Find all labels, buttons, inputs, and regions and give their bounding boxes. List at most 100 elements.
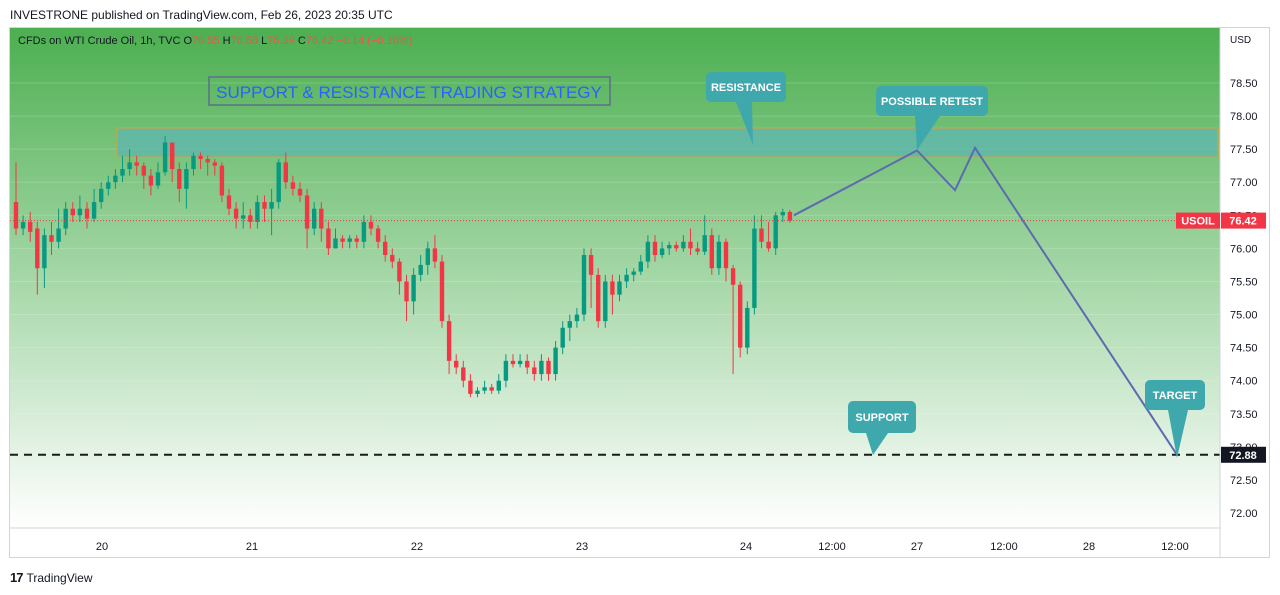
chart-frame[interactable]	[9, 27, 1270, 558]
candle-body[interactable]	[375, 228, 381, 242]
candle-body[interactable]	[212, 162, 217, 166]
candle-body[interactable]	[695, 248, 700, 252]
candle-body[interactable]	[326, 228, 331, 249]
candle-body[interactable]	[738, 284, 743, 348]
candle-body[interactable]	[347, 238, 352, 242]
candle-body[interactable]	[709, 235, 714, 269]
candle-body[interactable]	[148, 175, 154, 186]
candle-body[interactable]	[624, 274, 629, 282]
candle-body[interactable]	[730, 268, 736, 285]
candle-body[interactable]	[610, 281, 615, 295]
candle-body[interactable]	[766, 241, 771, 249]
candle-body[interactable]	[432, 248, 438, 262]
candle-body[interactable]	[510, 360, 516, 365]
candle-body[interactable]	[716, 241, 722, 269]
candle-body[interactable]	[248, 215, 253, 222]
candle-body[interactable]	[177, 168, 182, 189]
candle-body[interactable]	[525, 360, 530, 368]
candle-body[interactable]	[667, 245, 672, 249]
candle-body[interactable]	[333, 238, 338, 249]
candle-body[interactable]	[155, 172, 161, 186]
candle-body[interactable]	[283, 162, 288, 183]
candle-body[interactable]	[532, 367, 537, 375]
candle-body[interactable]	[404, 281, 409, 302]
candle-body[interactable]	[489, 387, 494, 391]
candle-body[interactable]	[638, 261, 643, 272]
candle-body[interactable]	[596, 274, 601, 322]
candle-body[interactable]	[425, 248, 430, 265]
support-callout-box[interactable]	[848, 401, 916, 433]
candle-body[interactable]	[603, 281, 608, 322]
candle-body[interactable]	[63, 208, 68, 229]
candle-body[interactable]	[645, 241, 651, 262]
candle-body[interactable]	[745, 307, 750, 348]
candle-body[interactable]	[780, 211, 785, 216]
candle-body[interactable]	[198, 155, 203, 160]
candle-body[interactable]	[219, 165, 225, 196]
candle-body[interactable]	[361, 221, 367, 242]
candle-body[interactable]	[461, 367, 466, 381]
candle-body[interactable]	[120, 168, 125, 176]
candle-body[interactable]	[233, 208, 239, 219]
candle-body[interactable]	[475, 390, 480, 394]
time-axis[interactable]: 20 21 22 23 24 12:00 27 12:00 28 12:00	[10, 527, 1220, 553]
candle-body[interactable]	[269, 202, 274, 209]
candle-body[interactable]	[162, 142, 168, 173]
symbol-info[interactable]: CFDs on WTI Crude Oil, 1h, TVC O76.55 H7…	[18, 35, 412, 47]
candle-body[interactable]	[99, 188, 104, 203]
candle-body[interactable]	[681, 241, 686, 249]
candle-body[interactable]	[297, 188, 303, 196]
candle-body[interactable]	[20, 221, 26, 229]
candle-body[interactable]	[13, 202, 19, 229]
candle-body[interactable]	[262, 202, 267, 209]
candle-body[interactable]	[688, 241, 693, 249]
candle-body[interactable]	[503, 360, 509, 381]
possible-retest-callout-box[interactable]	[876, 86, 988, 116]
candle-body[interactable]	[290, 182, 296, 189]
candle-body[interactable]	[170, 142, 175, 169]
candle-body[interactable]	[574, 314, 580, 322]
candle-body[interactable]	[446, 321, 452, 361]
candle-body[interactable]	[539, 360, 544, 375]
candle-body[interactable]	[631, 271, 636, 275]
candle-body[interactable]	[127, 162, 132, 169]
candle-body[interactable]	[91, 202, 97, 219]
candle-body[interactable]	[84, 208, 90, 219]
candle-body[interactable]	[312, 208, 317, 229]
candle-body[interactable]	[546, 360, 551, 375]
candle-body[interactable]	[553, 347, 558, 375]
candle-body[interactable]	[368, 221, 374, 229]
candle-body[interactable]	[787, 211, 793, 221]
candle-body[interactable]	[42, 235, 47, 269]
candle-body[interactable]	[581, 254, 587, 315]
candle-body[interactable]	[70, 208, 75, 216]
currency-label[interactable]: USD	[1230, 35, 1252, 46]
candle-body[interactable]	[226, 195, 232, 209]
candle-body[interactable]	[674, 245, 679, 249]
candle-body[interactable]	[255, 202, 260, 222]
candle-body[interactable]	[383, 241, 388, 255]
candle-body[interactable]	[652, 241, 658, 255]
candle-body[interactable]	[141, 165, 146, 176]
candle-body[interactable]	[77, 208, 83, 216]
candle-body[interactable]	[468, 380, 473, 394]
candle-body[interactable]	[134, 162, 139, 166]
tradingview-footer[interactable]: 17 TradingView	[10, 570, 93, 585]
candle-body[interactable]	[304, 195, 310, 229]
candle-body[interactable]	[28, 221, 33, 232]
price-axis[interactable]: 72.0072.5073.0073.5074.0074.5075.0075.50…	[1176, 28, 1266, 557]
candle-body[interactable]	[759, 228, 764, 242]
candle-body[interactable]	[723, 241, 729, 269]
candle-body[interactable]	[588, 254, 594, 275]
candle-body[interactable]	[113, 175, 118, 183]
candle-body[interactable]	[106, 182, 111, 189]
candle-body[interactable]	[454, 360, 459, 368]
candle-body[interactable]	[241, 215, 246, 219]
candles-layer[interactable]	[13, 135, 793, 398]
candle-body[interactable]	[319, 208, 324, 229]
candle-body[interactable]	[340, 238, 345, 242]
candle-body[interactable]	[496, 380, 501, 391]
callouts-layer[interactable]: SUPPORT & RESISTANCE TRADING STRATEGY RES…	[208, 72, 1205, 458]
candle-body[interactable]	[354, 238, 359, 242]
